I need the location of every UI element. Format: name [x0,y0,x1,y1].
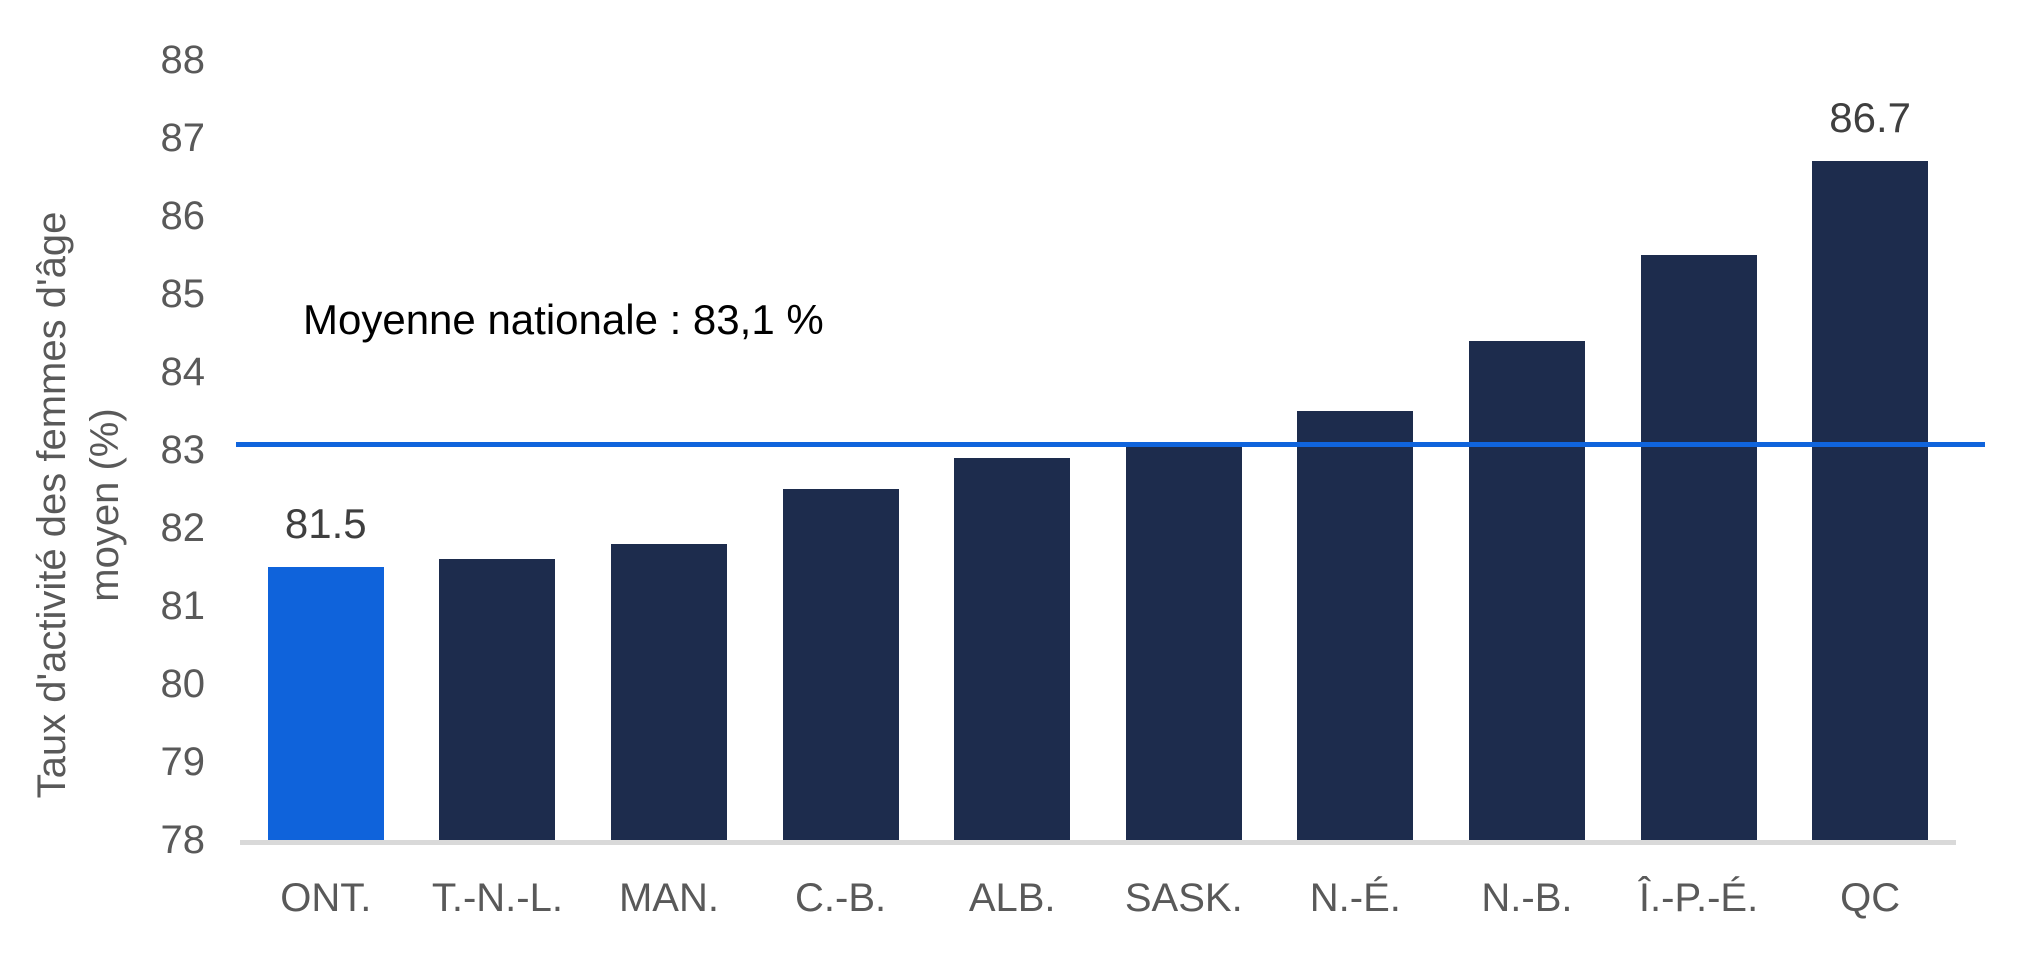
bar-value-label-qc: 86.7 [1829,94,1912,142]
bar-man [610,543,727,840]
x-axis-label-cb: C.-B. [795,876,887,920]
bar-cb [782,489,899,840]
bar-qc [1812,161,1929,840]
bar-ipe [1640,255,1757,840]
bar-nb [1468,340,1585,840]
y-tick-label: 81 [160,584,206,628]
y-tick-label: 79 [160,740,206,784]
y-tick-label: 80 [160,662,206,706]
x-axis-line [240,840,1956,845]
bar-alb [954,457,1071,840]
y-tick-label: 83 [160,428,206,472]
bar-slot [583,60,755,840]
bar-ne [1297,411,1414,840]
y-tick-label: 84 [160,350,206,394]
x-axis-label-tnl: T.-N.-L. [431,876,563,920]
bars: 81.5 86.7 [240,60,1956,840]
bar-value-label-ont: 81.5 [284,500,367,547]
x-axis-label-qc: QC [1840,876,1901,920]
bar-slot: 81.5 [240,60,412,840]
y-tick-label: 87 [160,116,206,160]
y-axis-ticks: 88 87 86 85 84 83 82 81 80 79 78 [60,40,206,860]
bar-slot [1098,60,1270,840]
x-axis-label-ont: ONT. [280,876,372,920]
bar-slot [926,60,1098,840]
y-tick-label: 86 [160,194,206,238]
national-average-line [236,442,1985,448]
y-tick-label: 78 [160,818,206,862]
bar-slot: 86.7 [1784,60,1956,840]
x-axis-label-ne: N.-É. [1309,876,1401,920]
bar-slot [755,60,927,840]
bar-tnl [439,559,556,840]
bar-slot [412,60,584,840]
bar-sask [1125,442,1242,840]
x-axis-label-alb: ALB. [968,876,1056,920]
x-axis-label-sask: SASK. [1124,876,1243,920]
x-axis-labels: ONT. T.-N.-L. MAN. C.-B. ALB. SASK. N.-É. N.-B.… [240,876,1956,921]
x-axis-label-nb: N.-B. [1481,876,1573,920]
x-axis-label-man: MAN. [618,876,719,920]
bar-slot [1441,60,1613,840]
plot-area: 81.5 86.7 [240,60,1956,840]
x-axis-label-ipe: Î.-P.-É. [1638,876,1759,920]
bar-ont [267,567,384,840]
y-tick-label: 88 [160,38,206,82]
bar-slot [1613,60,1785,840]
bar-slot [1270,60,1442,840]
y-tick-label: 82 [160,506,206,550]
y-tick-label: 85 [160,272,206,316]
national-average-label: Moyenne nationale : 83,1 % [303,296,824,343]
